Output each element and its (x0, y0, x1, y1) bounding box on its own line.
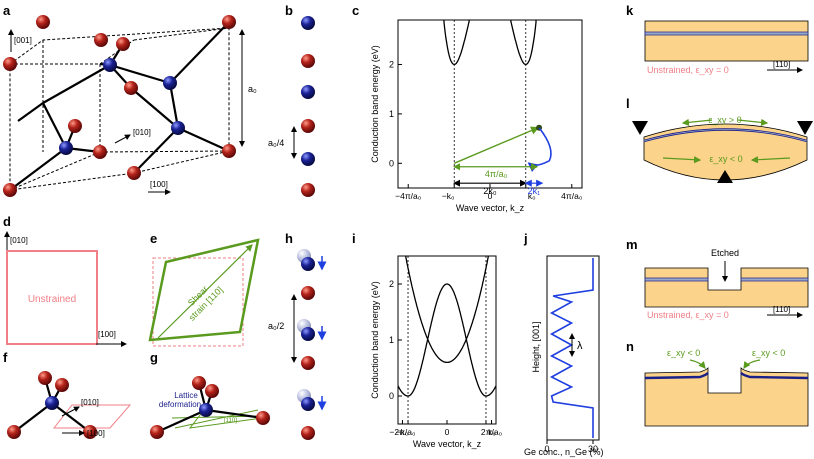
panel-j: j 0 30 Ge conc., n_Ge (%) Height, [001] … (523, 231, 604, 457)
unstrained-label: Unstrained (28, 294, 76, 305)
y-tick-label: 0 (389, 391, 394, 401)
panel-label-n: n (626, 339, 634, 354)
panel-h: h a₀/2 (268, 231, 327, 440)
y-tick-label: 1 (389, 335, 394, 345)
panel-d: d [010] Unstrained [100] (3, 214, 127, 347)
ge-concentration-curve (549, 258, 594, 438)
x-tick-label: −k₀ (396, 427, 409, 437)
plot-frame (397, 19, 583, 189)
y-axis-label: Conduction band energy (eV) (370, 45, 380, 163)
y-tick-label: 0 (389, 158, 394, 168)
sheared-parallelogram (148, 238, 260, 342)
load-point (717, 170, 733, 183)
x-tick-label: k₀ (528, 191, 536, 201)
x-tick-label: −k₀ (442, 191, 455, 201)
as-atoms-blue (59, 58, 185, 155)
panel-g: g [110] Lattice deformation (150, 350, 270, 439)
m-caption: Unstrained, ε_xy = 0 (647, 310, 729, 320)
j-tick-30: 30 (588, 444, 598, 454)
panel-m: m Etched Unstrained, ε_xy = 0 [110] (626, 237, 809, 320)
panel-k: k Unstrained, ε_xy = 0 [110] (626, 3, 809, 75)
x-tick-label: 0 (488, 191, 493, 201)
panel-e: e Shear strain [110] (148, 231, 260, 347)
lattice-label-2: deformation (159, 400, 201, 409)
x-tick-label: 2π/a₀ (481, 427, 503, 437)
panel-label-b: b (285, 3, 293, 18)
panel-label-i: i (352, 231, 356, 246)
dir-110-label-g: [110] (224, 418, 237, 424)
l-top-strain: ε_xy > 0 (708, 115, 741, 125)
n-left-strain: ε_xy < 0 (667, 348, 700, 358)
band-chart-c: 0 1 2 −4π/a₀ −k₀ 0 k₀ 4π/a₀ Wave vector, k_z Cond… (370, 0, 583, 213)
l-bottom-strain: ε_xy < 0 (709, 154, 742, 164)
x-tick-label: 0 (445, 427, 450, 437)
blue-span-label: 2k₁ (528, 186, 541, 196)
blue-path (527, 127, 552, 173)
a0-2-label: a₀/2 (268, 321, 284, 331)
support-right (797, 121, 813, 135)
plot-frame (397, 255, 497, 425)
m-dir: [110] (773, 305, 790, 314)
lattice-label-1: Lattice (174, 391, 198, 400)
dir-100-label-f: [100] (87, 429, 105, 438)
k-caption: Unstrained, ε_xy = 0 (647, 65, 729, 75)
green-span-label: 4π/a₀ (485, 169, 508, 179)
n-right-strain: ε_xy < 0 (752, 348, 785, 358)
dir-010-label-f: [010] (81, 398, 99, 407)
panel-b: b a₀/4 (268, 3, 315, 197)
panel-label-j: j (523, 231, 528, 246)
panel-a: a (3, 3, 257, 197)
panel-label-e: e (150, 231, 157, 246)
panel-f: f [010] [100] (3, 350, 132, 439)
x-axis-label: Wave vector, k_z (413, 439, 482, 449)
etched-label: Etched (711, 248, 739, 258)
unstrained-square (6, 250, 98, 345)
ga-atoms-red (3, 15, 236, 197)
panel-label-l: l (626, 96, 630, 111)
black-span-label: 2k₀ (483, 186, 497, 196)
panel-label-c-text: c (352, 3, 359, 18)
dir-100-label-d: [100] (98, 330, 116, 339)
dir-010-label-d: [010] (10, 236, 28, 245)
panel-label-d: d (3, 214, 11, 229)
j-tick-0: 0 (544, 444, 549, 454)
j-ylabel: Height, [001] (531, 321, 541, 372)
a0-label: a₀ (248, 84, 257, 94)
k-dir: [110] (773, 60, 790, 69)
panel-label-h: h (285, 231, 293, 246)
y-tick-label: 2 (389, 279, 394, 289)
panel-label-g: g (150, 350, 158, 365)
panel-label-a: a (3, 3, 11, 18)
panel-l: l ε_xy > 0 ε_xy < 0 (626, 96, 813, 183)
transition-arrow (453, 126, 540, 164)
x-tick-label: −2π/a₀ (389, 427, 416, 437)
axis-010-arrow (114, 134, 131, 144)
x-tick-label: 4π/a₀ (561, 191, 583, 201)
y-tick-label: 2 (389, 59, 394, 69)
band-curve-0 (397, 283, 497, 397)
y-axis-label: Conduction band energy (eV) (370, 281, 380, 399)
a0-4-label: a₀/4 (268, 138, 284, 148)
panel-label-f: f (3, 350, 8, 365)
x-tick-label: k₀ (488, 427, 496, 437)
panel-n: n ε_xy < 0 ε_xy < 0 (626, 339, 809, 427)
x-tick-label: −4π/a₀ (395, 191, 422, 201)
band-curve-1 (398, 227, 496, 364)
dir-010-label: [010] (133, 128, 151, 137)
dir-100-label: [100] (150, 180, 168, 189)
panel-label-k: k (626, 3, 634, 18)
lambda-label: λ (577, 340, 583, 352)
y-tick-label: 1 (389, 109, 394, 119)
j-xlabel: Ge conc., n_Ge (%) (524, 447, 604, 457)
dir-001-label: [001] (14, 36, 32, 45)
panel-label-m: m (626, 237, 638, 252)
support-left (632, 121, 648, 135)
panel-c: c 0 1 2 −4π/a₀ −k₀ 0 k₀ 4π/a₀ Wave vector, k_z Co… (352, 0, 583, 213)
x-axis-label: Wave vector, k_z (456, 203, 525, 213)
bent-slab (643, 123, 808, 181)
